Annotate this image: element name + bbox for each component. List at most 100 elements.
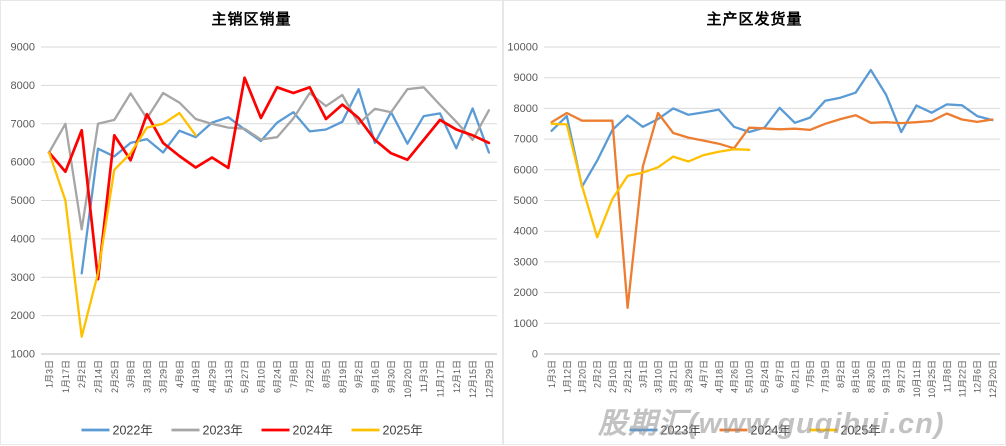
- shipment-volume-chart: 主产区发货量 10000 9000 8000 7000 6000 5000 4000 3000…: [503, 0, 1006, 445]
- legend-label: 2024年: [293, 424, 333, 438]
- x-tick-label: 4月29日: [208, 360, 218, 393]
- series-line-2023年: [550, 68, 994, 188]
- x-tick-label: 10月25日: [927, 360, 937, 398]
- x-tick-label: 8月19日: [338, 360, 348, 393]
- x-tick-label: 2月2日: [593, 360, 603, 388]
- line-chart-svg: 9000 8000 7000 6000 5000 4000 3000 2000 1000 1月3日…: [11, 42, 497, 438]
- x-tick-label: 7月22日: [305, 360, 315, 393]
- y-tick-label: 2000: [11, 310, 35, 322]
- x-tick-label: 2月14日: [94, 360, 104, 393]
- x-tick-label: 12月6日: [973, 360, 983, 393]
- y-tick-label: 4000: [11, 233, 35, 245]
- line-chart-svg: 1000090008000700060005000400030002000100…: [507, 42, 1000, 438]
- x-tick-label: 8月2日: [836, 360, 846, 388]
- series-line-2025年: [47, 111, 197, 338]
- x-tick-label: 7月5日: [806, 360, 816, 388]
- x-tick-label: 8月16日: [851, 360, 861, 393]
- series-line-2025年: [550, 122, 751, 239]
- x-tick-label: 6月10日: [256, 360, 266, 393]
- y-tick-label: 8000: [11, 80, 35, 92]
- x-tick-label: 3月29日: [684, 360, 694, 393]
- y-tick-label: 5000: [11, 195, 35, 207]
- legend-item-2023年: 2023年: [629, 424, 701, 438]
- x-tick-label: 12月15日: [468, 360, 478, 398]
- x-tick-label: 1月3日: [547, 360, 557, 388]
- x-tick-label: 2月10日: [608, 360, 618, 393]
- x-tick-label: 12月20日: [988, 360, 998, 398]
- x-tick-label: 3月1日: [638, 360, 648, 388]
- x-tick-label: 9月30日: [387, 360, 397, 393]
- legend-label: 2023年: [661, 424, 701, 438]
- y-tick-label: 1000: [514, 318, 538, 330]
- x-tick-label: 4月18日: [714, 360, 724, 393]
- x-tick-label: 11月8日: [942, 360, 952, 392]
- y-tick-label: 10000: [507, 42, 538, 54]
- y-tick-label: 6000: [11, 157, 35, 169]
- legend-item-2025年: 2025年: [351, 424, 423, 438]
- x-tick-label: 11月3日: [419, 360, 429, 392]
- x-tick-label: 6月21日: [790, 360, 800, 393]
- y-tick-label: 3000: [11, 272, 35, 284]
- y-tick-label: 1000: [11, 349, 35, 361]
- legend-label: 2022年: [113, 424, 153, 438]
- x-tick-label: 6月24日: [273, 360, 283, 393]
- legend-item-2024年: 2024年: [261, 424, 333, 438]
- y-tick-label: 0: [532, 349, 538, 361]
- legend-label: 2024年: [751, 424, 791, 438]
- x-tick-label: 9月2日: [354, 360, 364, 388]
- y-tick-label: 3000: [514, 256, 538, 268]
- x-tick-label: 5月27日: [240, 360, 250, 393]
- x-tick-label: 6月7日: [775, 360, 785, 388]
- legend-label: 2025年: [841, 424, 881, 438]
- y-tick-label: 9000: [514, 72, 538, 84]
- x-tick-label: 1月3日: [45, 360, 55, 388]
- legend-item-2024年: 2024年: [719, 424, 791, 438]
- x-tick-label: 5月10日: [745, 360, 755, 393]
- x-tick-label: 5月24日: [760, 360, 770, 393]
- x-tick-label: 3月8日: [126, 360, 136, 388]
- x-tick-label: 3月10日: [654, 360, 664, 393]
- x-tick-label: 8月5日: [322, 360, 332, 388]
- y-tick-label: 5000: [514, 195, 538, 207]
- x-tick-label: 1月20日: [578, 360, 588, 393]
- x-tick-label: 9月16日: [370, 360, 380, 393]
- x-tick-label: 12月1日: [452, 360, 462, 393]
- sales-volume-chart: 主销区销量 9000 8000 7000 6000 5000 4000 3000 2000 10…: [0, 0, 503, 445]
- x-tick-label: 8月30日: [866, 360, 876, 393]
- x-tick-label: 3月21日: [669, 360, 679, 393]
- y-tick-label: 9000: [11, 42, 35, 54]
- series-line-2024年: [550, 111, 994, 310]
- x-tick-label: 9月27日: [897, 360, 907, 393]
- legend-label: 2023年: [203, 424, 243, 438]
- x-tick-label: 11月22日: [958, 360, 968, 397]
- x-tick-label: 1月17日: [61, 360, 71, 393]
- x-tick-label: 10月20日: [403, 360, 413, 398]
- y-tick-label: 4000: [514, 226, 538, 238]
- x-tick-label: 3月29日: [159, 360, 169, 393]
- x-tick-label: 1月12日: [562, 360, 572, 393]
- series-line-2023年: [47, 86, 491, 231]
- x-tick-label: 4月7日: [699, 360, 709, 388]
- legend-item-2022年: 2022年: [81, 424, 153, 438]
- x-tick-label: 4月8日: [175, 360, 185, 388]
- chart-title: 主产区发货量: [706, 11, 803, 28]
- x-tick-label: 2月21日: [623, 360, 633, 393]
- x-tick-label: 9月13日: [882, 360, 892, 393]
- y-tick-label: 6000: [514, 164, 538, 176]
- x-tick-label: 11月17日: [436, 360, 446, 397]
- series-line-2022年: [80, 88, 491, 275]
- series-line-2024年: [47, 76, 491, 281]
- x-tick-label: 10月11日: [912, 360, 922, 397]
- y-tick-label: 8000: [514, 103, 538, 115]
- x-tick-label: 4月19日: [191, 360, 201, 393]
- y-tick-label: 7000: [514, 134, 538, 146]
- x-tick-label: 5月13日: [224, 360, 234, 393]
- x-tick-label: 2月25日: [110, 360, 120, 393]
- legend-label: 2025年: [383, 424, 423, 438]
- x-tick-label: 4月26日: [730, 360, 740, 393]
- y-tick-label: 2000: [514, 287, 538, 299]
- x-tick-label: 7月19日: [821, 360, 831, 393]
- y-tick-label: 7000: [11, 118, 35, 130]
- x-tick-label: 12月29日: [484, 360, 494, 398]
- legend-item-2023年: 2023年: [171, 424, 243, 438]
